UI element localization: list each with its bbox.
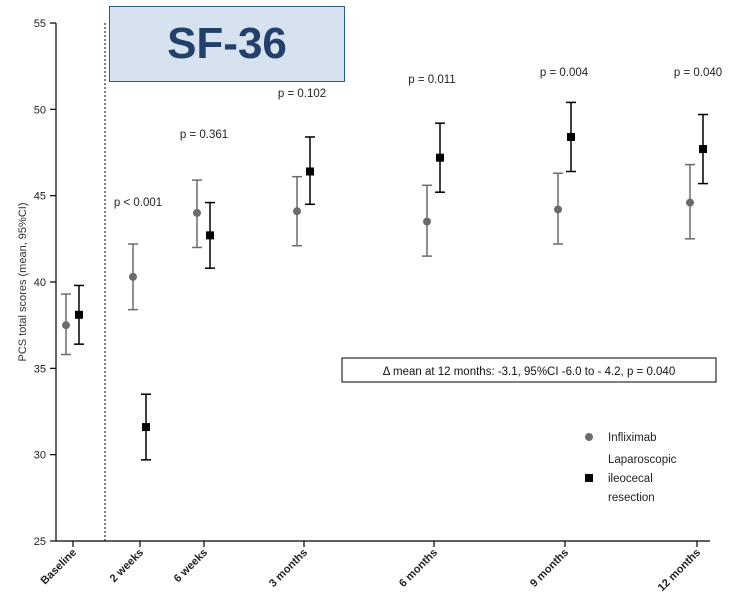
x-tick-label: 2 weeks: [108, 547, 146, 585]
p-value-label: p = 0.361: [180, 129, 228, 141]
data-point-group: [192, 179, 202, 249]
chart-title: SF-36: [167, 19, 287, 68]
data-point-group: [205, 201, 215, 269]
data-point-group: [698, 113, 708, 185]
data-point-group: [61, 293, 71, 356]
x-tick-label: 9 months: [528, 547, 571, 590]
data-point-group: [685, 163, 695, 240]
annotation-text: Δ mean at 12 months: -3.1, 95%CI -6.0 to…: [383, 366, 675, 378]
y-tick-label: 25: [34, 536, 46, 548]
legend-label: resection: [608, 492, 655, 504]
data-point-circle: [293, 207, 301, 216]
x-tick-label: 3 months: [267, 547, 310, 590]
x-tick-label: 6 months: [397, 547, 440, 590]
legend-label: ileocecal: [608, 473, 653, 485]
data-point-square: [142, 423, 150, 432]
data-point-group: [566, 101, 576, 173]
data-point-square: [567, 132, 575, 141]
data-point-circle: [686, 198, 694, 207]
data-point-circle: [193, 208, 201, 217]
p-value-label: p = 0.011: [408, 74, 455, 86]
data-point-circle: [62, 321, 70, 330]
y-tick-label: 50: [34, 104, 46, 116]
data-point-group: [74, 284, 84, 345]
x-tick-label: 12 months: [656, 547, 703, 594]
y-tick-label: 35: [34, 363, 46, 375]
data-point-group: [435, 122, 445, 193]
y-axis-label: PCS total scores (mean, 95%CI): [17, 203, 29, 362]
y-tick-label: 55: [34, 18, 46, 30]
legend-label: Laparoscopic: [608, 454, 677, 466]
p-value-label: p < 0.001: [114, 197, 162, 209]
legend-marker-square: [585, 474, 593, 482]
chart-title-box: SF-36: [109, 6, 345, 82]
data-point-square: [436, 153, 444, 162]
y-tick-label: 45: [34, 191, 46, 203]
x-tick-label: Baseline: [39, 547, 79, 587]
data-point-circle: [554, 205, 562, 214]
p-value-label: p = 0.004: [540, 67, 589, 79]
y-tick-label: 40: [34, 277, 46, 289]
data-point-square: [306, 167, 314, 176]
y-tick-label: 30: [34, 450, 46, 462]
data-point-group: [553, 172, 563, 245]
data-point-group: [141, 393, 151, 461]
data-point-circle: [129, 272, 137, 281]
data-point-group: [305, 136, 315, 206]
x-tick-label: 6 weeks: [172, 547, 210, 585]
data-point-square: [699, 145, 707, 154]
data-point-square: [206, 231, 214, 240]
legend-marker-circle: [585, 433, 593, 441]
data-point-circle: [423, 217, 431, 226]
p-value-label: p = 0.040: [674, 67, 722, 79]
data-point-group: [128, 243, 138, 311]
legend-label: Infliximab: [608, 432, 657, 444]
data-point-group: [292, 175, 302, 247]
data-point-square: [75, 310, 83, 319]
data-point-group: [422, 184, 432, 257]
p-value-label: p = 0.102: [278, 88, 326, 100]
annotation-box: [341, 357, 717, 383]
